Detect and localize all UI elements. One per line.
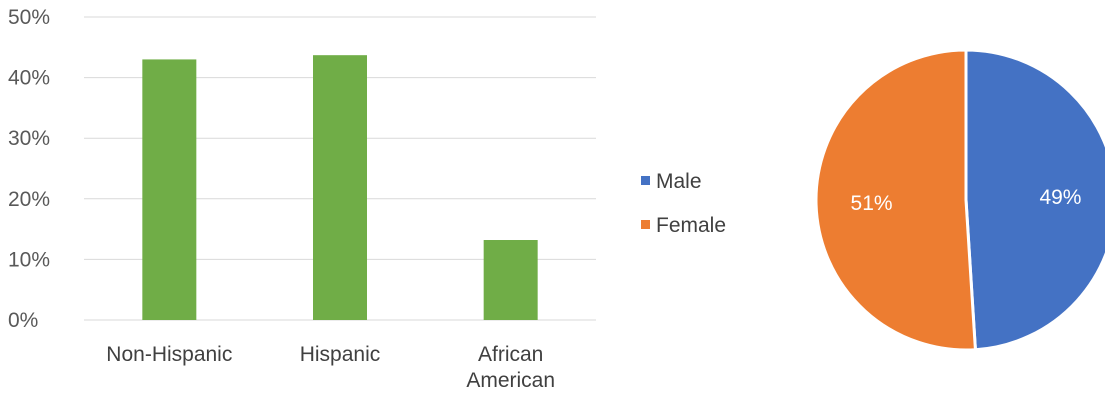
y-tick-label: 50% [8,6,50,29]
y-tick-label: 20% [8,188,50,211]
pie-data-label: 49% [1039,186,1081,209]
bar [483,240,538,320]
x-category-label: Non-Hispanic [106,343,232,366]
pie-chart: 49% 51% [814,48,1105,352]
bar-x-axis-labels: Non-Hispanic Hispanic African American [106,343,555,392]
pie-data-label: 51% [851,192,893,215]
bar [313,55,367,320]
pie-legend: Male Female [641,170,726,237]
y-tick-label: 30% [8,127,50,150]
legend-swatch [641,176,650,185]
y-tick-label: 40% [8,67,50,90]
bar-chart: 0% 10% 20% 30% 40% 50% Non-Hispanic Hispanic Af… [8,6,596,392]
bar [142,59,197,321]
bar-y-axis-ticks: 0% 10% 20% 30% 40% 50% [8,6,50,332]
y-tick-label: 10% [8,248,50,271]
legend-swatch [641,220,650,229]
x-category-label: Hispanic [300,343,381,366]
legend-label: Male [656,170,702,193]
legend-label: Female [656,214,726,237]
pie-slice-male [964,48,1105,352]
bar-series [142,55,538,321]
x-category-label: African American [466,343,555,392]
pie-slice-female [814,48,977,352]
y-tick-label: 0% [8,309,38,332]
